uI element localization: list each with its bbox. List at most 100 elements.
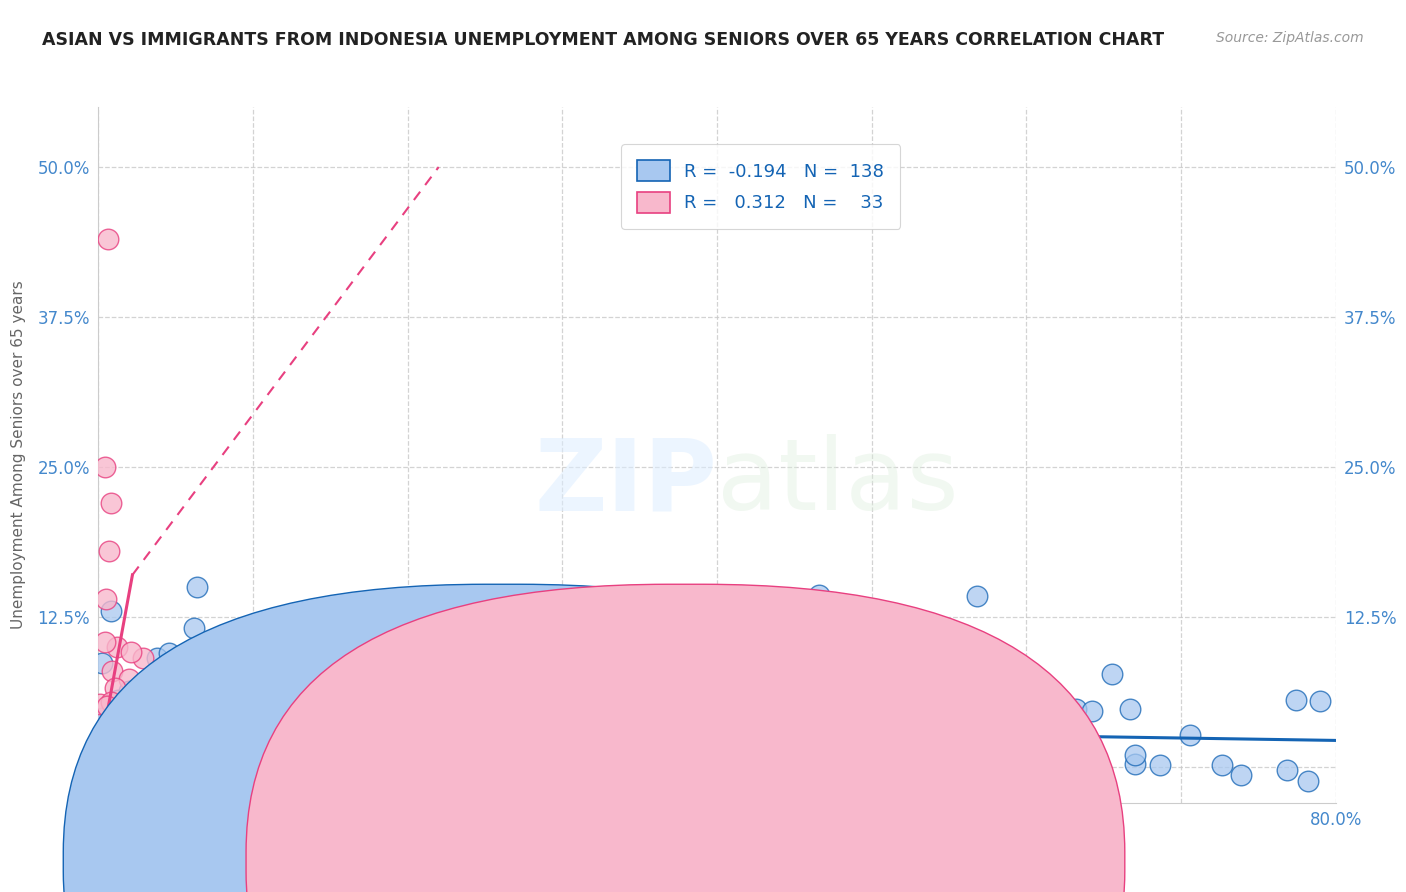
Point [97,753,120,767]
Point [120,747,142,762]
Point [983,739,1005,753]
Point [104,681,127,695]
Point [132,651,155,665]
Point [100,697,122,711]
Text: Asians: Asians [534,852,588,870]
Point [640,741,662,756]
Point [1230,768,1253,782]
Point [118,672,141,686]
Point [392,747,415,761]
Point [143,738,166,752]
Point [97,769,120,783]
Point [96,591,118,606]
Point [115,746,138,760]
Point [411,748,433,763]
Point [304,731,326,746]
Point [146,650,169,665]
Point [93,726,115,740]
Point [505,766,527,780]
Point [434,749,457,764]
Point [98,544,121,558]
Point [342,613,364,627]
Point [118,684,141,698]
Point [1123,748,1146,763]
Point [129,681,152,696]
Point [1081,704,1104,718]
Point [253,752,276,766]
Point [305,724,328,739]
Point [100,734,122,748]
Point [461,640,484,655]
Point [517,756,540,771]
Point [115,746,138,760]
Point [1000,771,1022,785]
Text: Source: ZipAtlas.com: Source: ZipAtlas.com [1216,31,1364,45]
Point [1060,723,1083,737]
Point [799,734,821,748]
Point [118,739,141,753]
Point [243,761,266,775]
Point [214,739,236,753]
Point [665,714,688,728]
Point [1180,727,1202,741]
Point [903,683,925,698]
Point [1119,702,1142,716]
Point [1298,773,1320,788]
Point [128,747,150,762]
Point [94,635,117,649]
Point [90,656,112,670]
Point [186,580,208,594]
Point [287,732,309,747]
Point [808,588,831,602]
Point [1149,758,1171,772]
Point [89,747,111,761]
Point [763,706,786,721]
Point [1123,756,1146,771]
Point [969,755,991,769]
Point [297,729,319,743]
Point [437,751,460,765]
Point [415,707,437,722]
Point [284,761,307,775]
Point [415,742,437,756]
Point [183,621,205,635]
Point [190,753,212,767]
Point [96,698,118,713]
Point [510,768,533,782]
Point [149,751,172,765]
Point [512,704,534,718]
Point [966,589,988,603]
Point [1036,698,1059,712]
Point [538,752,561,766]
Point [167,728,190,742]
Point [269,729,291,743]
Point [775,758,797,772]
Point [877,642,900,657]
Point [998,709,1021,723]
Point [576,698,599,713]
Point [120,645,142,659]
Point [91,710,114,724]
Point [93,730,115,744]
Point [704,745,727,759]
Point [89,698,111,712]
Point [295,731,318,746]
Point [323,766,346,780]
Point [146,754,169,768]
Point [170,739,193,754]
Point [454,756,477,770]
Point [576,763,599,777]
Point [311,712,333,726]
Point [1211,757,1233,772]
Text: atlas: atlas [717,434,959,532]
Text: ASIAN VS IMMIGRANTS FROM INDONESIA UNEMPLOYMENT AMONG SENIORS OVER 65 YEARS CORR: ASIAN VS IMMIGRANTS FROM INDONESIA UNEMP… [42,31,1164,49]
Point [312,731,335,746]
Legend: R =  -0.194   N =  138, R =   0.312   N =    33: R = -0.194 N = 138, R = 0.312 N = 33 [621,144,900,229]
Point [107,753,129,767]
Point [97,736,120,750]
Point [100,718,122,732]
Point [319,747,342,761]
Point [515,641,537,656]
Point [131,728,153,742]
Point [550,754,572,768]
